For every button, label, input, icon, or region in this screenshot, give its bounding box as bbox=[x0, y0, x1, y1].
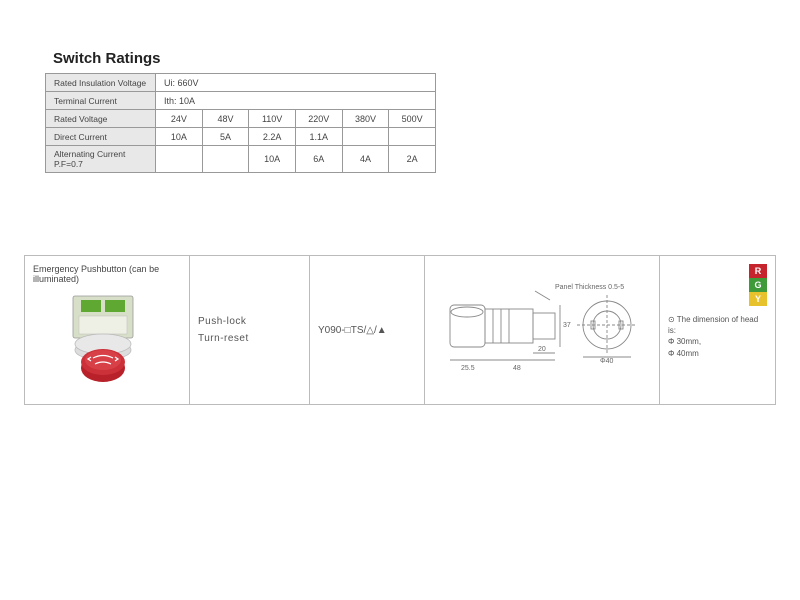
cell: 220V bbox=[295, 110, 342, 128]
note-title: ⊙ The dimension of head is: bbox=[668, 314, 767, 336]
ratings-table: Rated Insulation Voltage Ui: 660V Termin… bbox=[45, 73, 436, 173]
table-row: Rated Voltage 24V 48V 110V 220V 380V 500… bbox=[46, 110, 436, 128]
svg-text:Φ40: Φ40 bbox=[600, 358, 613, 365]
cell: 10A bbox=[156, 128, 203, 146]
row-value: Ui: 660V bbox=[156, 74, 436, 92]
panel-thickness-label: Panel Thickness 0.5-5 bbox=[555, 284, 624, 291]
cell bbox=[342, 128, 389, 146]
cell: 1.1A bbox=[295, 128, 342, 146]
svg-text:20: 20 bbox=[538, 346, 546, 353]
cell: 380V bbox=[342, 110, 389, 128]
note-line: Φ 40mm bbox=[668, 348, 767, 359]
cell: 4A bbox=[342, 146, 389, 173]
cell bbox=[202, 146, 249, 173]
svg-text:37: 37 bbox=[563, 322, 571, 329]
section-title: Switch Ratings bbox=[53, 50, 755, 67]
cell: 24V bbox=[156, 110, 203, 128]
color-col: R G Y ⊙ The dimension of head is: Φ 30mm… bbox=[660, 256, 775, 404]
action-col: Push-lock Turn-reset bbox=[190, 256, 310, 404]
model-code: Y090-□TS/△/▲ bbox=[318, 325, 387, 336]
drawing-col: Panel Thickness 0.5-5 25.5 48 20 37 bbox=[425, 256, 660, 404]
technical-drawing: Panel Thickness 0.5-5 25.5 48 20 37 bbox=[435, 275, 650, 385]
table-row: Rated Insulation Voltage Ui: 660V bbox=[46, 74, 436, 92]
note-line: Φ 30mm, bbox=[668, 336, 767, 347]
product-title: Emergency Pushbutton (can be illuminated… bbox=[33, 264, 181, 284]
cell: 2.2A bbox=[249, 128, 296, 146]
row-label: Terminal Current bbox=[46, 92, 156, 110]
product-image-col: Emergency Pushbutton (can be illuminated… bbox=[25, 256, 190, 404]
table-row: Terminal Current Ith: 10A bbox=[46, 92, 436, 110]
table-row: Alternating Current P.F=0.7 10A 6A 4A 2A bbox=[46, 146, 436, 173]
color-swatch-y: Y bbox=[749, 292, 767, 306]
product-image bbox=[33, 288, 178, 396]
row-label: Rated Voltage bbox=[46, 110, 156, 128]
cell: 5A bbox=[202, 128, 249, 146]
cell: 48V bbox=[202, 110, 249, 128]
svg-text:48: 48 bbox=[513, 365, 521, 372]
cell bbox=[389, 128, 436, 146]
cell: 500V bbox=[389, 110, 436, 128]
table-row: Direct Current 10A 5A 2.2A 1.1A bbox=[46, 128, 436, 146]
cell: 2A bbox=[389, 146, 436, 173]
dimension-note: ⊙ The dimension of head is: Φ 30mm, Φ 40… bbox=[668, 314, 767, 359]
model-col: Y090-□TS/△/▲ bbox=[310, 256, 425, 404]
product-panel: Emergency Pushbutton (can be illuminated… bbox=[24, 255, 776, 405]
row-label: Rated Insulation Voltage bbox=[46, 74, 156, 92]
color-swatch-r: R bbox=[749, 264, 767, 278]
row-label: Alternating Current P.F=0.7 bbox=[46, 146, 156, 173]
svg-text:25.5: 25.5 bbox=[461, 365, 475, 372]
color-swatches: R G Y bbox=[668, 264, 767, 306]
row-label: Direct Current bbox=[46, 128, 156, 146]
cell: 6A bbox=[295, 146, 342, 173]
action-text: Turn-reset bbox=[198, 333, 301, 344]
cell: 110V bbox=[249, 110, 296, 128]
row-value: Ith: 10A bbox=[156, 92, 436, 110]
color-swatch-g: G bbox=[749, 278, 767, 292]
cell bbox=[156, 146, 203, 173]
cell: 10A bbox=[249, 146, 296, 173]
action-text: Push-lock bbox=[198, 316, 301, 327]
